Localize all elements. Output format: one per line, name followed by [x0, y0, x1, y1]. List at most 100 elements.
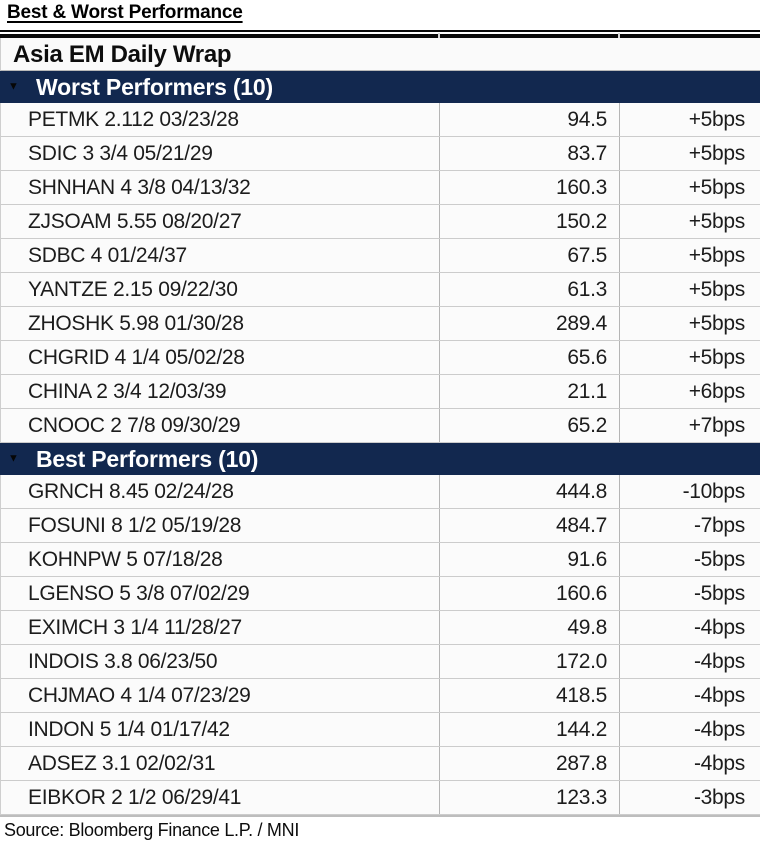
change-value: +5bps	[619, 171, 760, 204]
section-header[interactable]: ▼ Worst Performers (10)	[0, 71, 760, 103]
change-value: +5bps	[619, 137, 760, 170]
section-rows: PETMK 2.112 03/23/28 94.5 +5bps SDIC 3 3…	[0, 103, 760, 443]
bond-name: EXIMCH 3 1/4 11/28/27	[28, 615, 242, 639]
table-row: GRNCH 8.45 02/24/28 444.8 -10bps	[0, 475, 760, 509]
spread-value: 123.3	[439, 781, 619, 814]
triangle-down-icon[interactable]: ▼	[8, 80, 19, 93]
table-section: ▼ Best Performers (10) GRNCH 8.45 02/24/…	[0, 443, 760, 815]
spread-value: 484.7	[439, 509, 619, 542]
table-row: CHGRID 4 1/4 05/02/28 65.6 +5bps	[0, 341, 760, 375]
section-rows: GRNCH 8.45 02/24/28 444.8 -10bps FOSUNI …	[0, 475, 760, 815]
spread-value: 160.6	[439, 577, 619, 610]
spread-value: 444.8	[439, 475, 619, 508]
top-border-thick-line	[0, 34, 760, 38]
table-top-border	[0, 30, 760, 38]
change-value: +5bps	[619, 307, 760, 340]
table-row: EIBKOR 2 1/2 06/29/41 123.3 -3bps	[0, 781, 760, 815]
spread-value: 289.4	[439, 307, 619, 340]
change-value: -4bps	[619, 679, 760, 712]
bond-name: SDBC 4 01/24/37	[28, 243, 187, 267]
spread-value: 61.3	[439, 273, 619, 306]
change-value: -4bps	[619, 713, 760, 746]
change-value: -4bps	[619, 747, 760, 780]
spread-value: 144.2	[439, 713, 619, 746]
table-row: ZJSOAM 5.55 08/20/27 150.2 +5bps	[0, 205, 760, 239]
spread-value: 150.2	[439, 205, 619, 238]
bond-name: PETMK 2.112 03/23/28	[28, 107, 239, 131]
bond-name: EIBKOR 2 1/2 06/29/41	[28, 785, 242, 809]
bond-name: CHJMAO 4 1/4 07/23/29	[28, 683, 251, 707]
change-value: -5bps	[619, 577, 760, 610]
bond-name: KOHNPW 5 07/18/28	[28, 547, 223, 571]
spread-value: 94.5	[439, 103, 619, 136]
triangle-down-icon[interactable]: ▼	[8, 452, 19, 465]
source-note: Source: Bloomberg Finance L.P. / MNI	[4, 820, 300, 840]
performance-table: Asia EM Daily Wrap ▼ Worst Performers (1…	[0, 30, 760, 817]
bond-name: ADSEZ 3.1 02/02/31	[28, 751, 216, 775]
bond-name: LGENSO 5 3/8 07/02/29	[28, 581, 250, 605]
table-row: SHNHAN 4 3/8 04/13/32 160.3 +5bps	[0, 171, 760, 205]
table-row: INDON 5 1/4 01/17/42 144.2 -4bps	[0, 713, 760, 747]
spread-value: 83.7	[439, 137, 619, 170]
section-label: Best Performers (10)	[36, 445, 259, 472]
table-row: CHJMAO 4 1/4 07/23/29 418.5 -4bps	[0, 679, 760, 713]
change-value: +5bps	[619, 239, 760, 272]
spread-value: 65.6	[439, 341, 619, 374]
change-value: -4bps	[619, 611, 760, 644]
bond-name: SHNHAN 4 3/8 04/13/32	[28, 175, 251, 199]
spread-value: 287.8	[439, 747, 619, 780]
table-row: SDBC 4 01/24/37 67.5 +5bps	[0, 239, 760, 273]
change-value: -10bps	[619, 475, 760, 508]
table-bottom-border	[0, 815, 760, 817]
bond-name: SDIC 3 3/4 05/21/29	[28, 141, 213, 165]
bond-name: ZJSOAM 5.55 08/20/27	[28, 209, 242, 233]
table-row: CNOOC 2 7/8 09/30/29 65.2 +7bps	[0, 409, 760, 443]
change-value: +5bps	[619, 103, 760, 136]
bond-name: INDOIS 3.8 06/23/50	[28, 649, 218, 673]
table-row: LGENSO 5 3/8 07/02/29 160.6 -5bps	[0, 577, 760, 611]
spread-value: 160.3	[439, 171, 619, 204]
change-value: +5bps	[619, 273, 760, 306]
table-row: CHINA 2 3/4 12/03/39 21.1 +6bps	[0, 375, 760, 409]
top-border-thin-line	[0, 30, 760, 32]
change-value: -3bps	[619, 781, 760, 814]
table-row: ADSEZ 3.1 02/02/31 287.8 -4bps	[0, 747, 760, 781]
table-row: KOHNPW 5 07/18/28 91.6 -5bps	[0, 543, 760, 577]
table-row: EXIMCH 3 1/4 11/28/27 49.8 -4bps	[0, 611, 760, 645]
table-row: FOSUNI 8 1/2 05/19/28 484.7 -7bps	[0, 509, 760, 543]
change-value: -5bps	[619, 543, 760, 576]
spread-value: 65.2	[439, 409, 619, 442]
spread-value: 67.5	[439, 239, 619, 272]
table-section: ▼ Worst Performers (10) PETMK 2.112 03/2…	[0, 71, 760, 443]
change-value: +7bps	[619, 409, 760, 442]
table-row: ZHOSHK 5.98 01/30/28 289.4 +5bps	[0, 307, 760, 341]
change-value: -7bps	[619, 509, 760, 542]
bond-name: CHINA 2 3/4 12/03/39	[28, 379, 227, 403]
spread-value: 21.1	[439, 375, 619, 408]
column-divider-notch	[618, 33, 620, 38]
page-title: Best & Worst Performance	[7, 2, 243, 23]
bond-name: INDON 5 1/4 01/17/42	[28, 717, 230, 741]
spread-value: 418.5	[439, 679, 619, 712]
table-row: SDIC 3 3/4 05/21/29 83.7 +5bps	[0, 137, 760, 171]
bond-name: CNOOC 2 7/8 09/30/29	[28, 413, 241, 437]
change-value: +6bps	[619, 375, 760, 408]
spread-value: 91.6	[439, 543, 619, 576]
table-row: PETMK 2.112 03/23/28 94.5 +5bps	[0, 103, 760, 137]
change-value: -4bps	[619, 645, 760, 678]
table-row: INDOIS 3.8 06/23/50 172.0 -4bps	[0, 645, 760, 679]
bond-name: YANTZE 2.15 09/22/30	[28, 277, 238, 301]
table-body: ▼ Worst Performers (10) PETMK 2.112 03/2…	[0, 71, 760, 815]
spread-value: 172.0	[439, 645, 619, 678]
bond-name: GRNCH 8.45 02/24/28	[28, 479, 234, 503]
spread-value: 49.8	[439, 611, 619, 644]
table-title: Asia EM Daily Wrap	[0, 38, 760, 71]
column-divider-notch	[438, 33, 440, 38]
table-row: YANTZE 2.15 09/22/30 61.3 +5bps	[0, 273, 760, 307]
change-value: +5bps	[619, 341, 760, 374]
bond-name: ZHOSHK 5.98 01/30/28	[28, 311, 244, 335]
section-label: Worst Performers (10)	[36, 73, 273, 100]
section-header[interactable]: ▼ Best Performers (10)	[0, 443, 760, 475]
bond-name: CHGRID 4 1/4 05/02/28	[28, 345, 245, 369]
